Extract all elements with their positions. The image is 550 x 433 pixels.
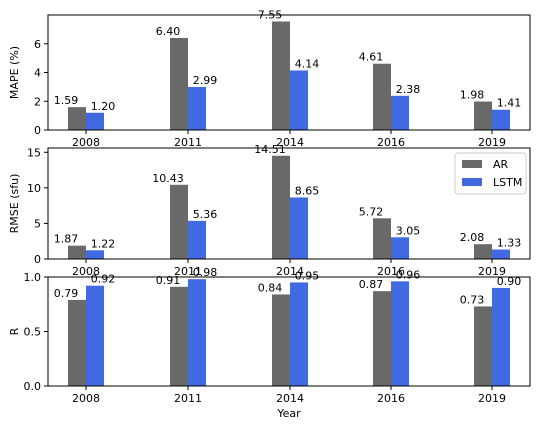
data-label-ar-2019: 0.73 (460, 293, 485, 306)
data-label-lstm-2016: 3.05 (396, 224, 421, 237)
legend-label-lstm: LSTM (493, 176, 522, 189)
bar-lstm-2019 (492, 249, 510, 259)
data-label-lstm-2011: 2.99 (193, 74, 218, 87)
x-tick-label: 2016 (377, 392, 405, 405)
bar-lstm-2014 (290, 282, 308, 386)
bar-ar-2011 (170, 286, 188, 386)
data-label-ar-2011: 10.43 (152, 172, 184, 185)
legend-label-ar: AR (493, 158, 509, 171)
bar-lstm-2008 (86, 250, 104, 259)
x-tick-label: 2011 (174, 392, 202, 405)
legend-swatch-ar (462, 160, 482, 168)
y-tick-label: 0 (34, 253, 41, 266)
data-label-ar-2016: 0.87 (359, 278, 384, 291)
panel-2: 1.87 10.43 14.51 5.72 2.08 1.22 5.36 8.65 3.05 1.… (8, 143, 531, 278)
y-tick-label: 10 (27, 182, 41, 195)
x-tick-label: 2019 (478, 265, 506, 278)
bar-lstm-2014 (290, 70, 308, 130)
panel-1: 1.596.407.554.611.981.202.994.142.381.41… (8, 8, 531, 149)
x-tick-label: 2016 (377, 265, 405, 278)
bar-lstm-2019 (492, 109, 510, 130)
bar-lstm-2016 (391, 281, 409, 386)
data-label-lstm-2019: 1.33 (497, 237, 522, 250)
data-label-lstm-2008: 1.22 (91, 237, 116, 250)
bar-ar-2019 (474, 306, 492, 386)
bar-ar-2014 (272, 294, 290, 386)
x-tick-label: 2014 (276, 265, 304, 278)
x-axis-label: Year (276, 407, 301, 420)
data-label-ar-2008: 0.79 (54, 287, 79, 300)
data-label-lstm-2016: 0.96 (396, 268, 421, 281)
bar-lstm-2014 (290, 197, 308, 259)
y-tick-label: 0.5 (24, 326, 42, 339)
bar-ar-2011 (170, 184, 188, 259)
data-label-ar-2019: 2.08 (460, 231, 485, 244)
y-tick-label: 0.0 (24, 380, 42, 393)
x-tick-label: 2014 (276, 392, 304, 405)
data-label-lstm-2016: 2.38 (396, 83, 421, 96)
data-label-lstm-2014: 0.95 (295, 269, 320, 282)
data-label-lstm-2014: 8.65 (295, 184, 320, 197)
legend-swatch-lstm (462, 178, 482, 186)
x-tick-label: 2014 (276, 136, 304, 149)
data-label-lstm-2008: 0.92 (91, 273, 116, 286)
bar-lstm-2011 (188, 87, 206, 130)
x-tick-label: 2019 (478, 392, 506, 405)
data-label-lstm-2011: 5.36 (193, 208, 218, 221)
data-label-lstm-2014: 4.14 (295, 57, 320, 70)
x-tick-label: 2008 (72, 265, 100, 278)
bar-lstm-2019 (492, 287, 510, 386)
y-axis-label: RMSE (sfu) (8, 174, 21, 234)
bar-ar-2008 (68, 299, 86, 386)
bar-ar-2014 (272, 155, 290, 259)
x-tick-label: 2008 (72, 136, 100, 149)
data-label-ar-2014: 14.51 (254, 143, 286, 156)
bar-ar-2008 (68, 107, 86, 130)
data-label-ar-2019: 1.98 (460, 89, 485, 102)
y-tick-label: 2 (34, 95, 41, 108)
data-label-ar-2016: 4.61 (359, 51, 384, 64)
data-label-ar-2008: 1.87 (54, 233, 79, 246)
data-label-ar-2011: 0.91 (156, 274, 181, 287)
data-label-lstm-2019: 1.41 (497, 97, 522, 110)
x-tick-label: 2019 (478, 136, 506, 149)
axes-frame (47, 147, 531, 260)
bar-lstm-2011 (188, 279, 206, 386)
bar-ar-2019 (474, 101, 492, 130)
data-label-lstm-2011: 0.98 (193, 266, 218, 279)
y-tick-label: 4 (34, 67, 41, 80)
bar-lstm-2011 (188, 220, 206, 259)
bar-ar-2016 (373, 291, 391, 386)
x-tick-label: 2008 (72, 392, 100, 405)
bar-ar-2016 (373, 218, 391, 259)
data-label-lstm-2019: 0.90 (497, 275, 522, 288)
bar-lstm-2008 (86, 112, 104, 130)
y-tick-label: 1.0 (24, 271, 42, 284)
x-tick-label: 2011 (174, 265, 202, 278)
bar-ar-2016 (373, 63, 391, 131)
legend: AR LSTM (454, 152, 527, 195)
data-label-ar-2016: 5.72 (359, 205, 384, 218)
bar-lstm-2008 (86, 285, 104, 386)
bar-lstm-2016 (391, 237, 409, 259)
bar-ar-2019 (474, 244, 492, 259)
y-tick-label: 0 (34, 124, 41, 137)
y-tick-label: 5 (34, 217, 41, 230)
y-tick-label: 6 (34, 38, 41, 51)
y-axis-label: R (8, 327, 21, 335)
bar-ar-2011 (170, 38, 188, 130)
data-label-ar-2008: 1.59 (54, 94, 79, 107)
data-label-ar-2014: 0.84 (258, 281, 283, 294)
x-tick-label: 2016 (377, 136, 405, 149)
panel-3: 0.79 0.91 0.84 0.87 0.73 0.92 0.98 0.95 0.96 0.90… (8, 266, 531, 405)
bar-ar-2008 (68, 245, 86, 259)
x-tick-label: 2011 (174, 136, 202, 149)
data-label-ar-2011: 6.40 (156, 25, 181, 38)
y-tick-label: 15 (27, 146, 41, 159)
bar-lstm-2016 (391, 95, 409, 130)
data-label-lstm-2008: 1.20 (91, 100, 116, 113)
bar-ar-2014 (272, 21, 290, 130)
y-axis-label: MAPE (%) (8, 46, 21, 99)
